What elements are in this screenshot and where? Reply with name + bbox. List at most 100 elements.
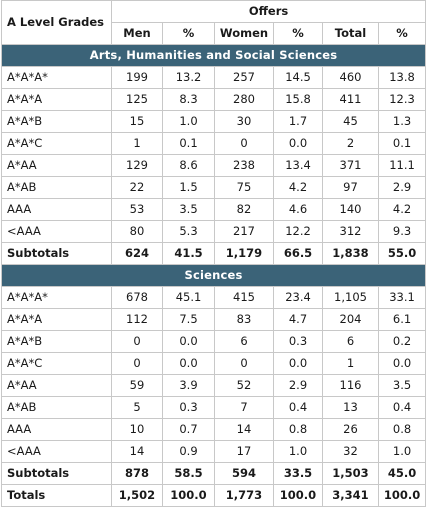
value-cell: 624 [111,242,163,265]
value-cell: 1 [111,132,163,155]
value-cell: 13.8 [377,66,426,89]
value-cell: 217 [214,220,274,243]
value-cell: 0.9 [162,440,215,463]
value-cell: 0.2 [377,330,426,353]
value-cell: 204 [322,308,379,331]
value-cell: 55.0 [377,242,426,265]
value-cell: 6.1 [377,308,426,331]
value-cell: 45.0 [377,462,426,485]
value-cell: 14 [214,418,274,441]
row-label-cell: A*A*B [1,330,112,353]
value-cell: 13.4 [273,154,323,177]
value-cell: 23.4 [273,286,323,309]
value-cell: 80 [111,220,163,243]
value-cell: 41.5 [162,242,215,265]
table-row: A*AA 59 3.9 52 2.9 116 3.5 [1,374,426,397]
row-label-cell: Subtotals [1,462,112,485]
value-cell: 2.9 [273,374,323,397]
col-header-women: Women [214,22,274,45]
table-row: A*A*C 1 0.1 0 0.0 2 0.1 [1,132,426,155]
value-cell: 3.9 [162,374,215,397]
row-label-cell: <AAA [1,220,112,243]
table-row: <AAA 14 0.9 17 1.0 32 1.0 [1,440,426,463]
value-cell: 14.5 [273,66,323,89]
value-cell: 0.3 [273,330,323,353]
value-cell: 280 [214,88,274,111]
value-cell: 0.4 [377,396,426,419]
value-cell: 7.5 [162,308,215,331]
value-cell: 0.0 [377,352,426,375]
value-cell: 0.8 [273,418,323,441]
value-cell: 125 [111,88,163,111]
table-row: <AAA 80 5.3 217 12.2 312 9.3 [1,220,426,243]
row-label-cell: <AAA [1,440,112,463]
table-row: A*A*A* 678 45.1 415 23.4 1,105 33.1 [1,286,426,309]
value-cell: 1.0 [162,110,215,133]
value-cell: 26 [322,418,379,441]
value-cell: 257 [214,66,274,89]
value-cell: 2 [322,132,379,155]
value-cell: 3.5 [377,374,426,397]
value-cell: 1,105 [322,286,379,309]
value-cell: 878 [111,462,163,485]
row-label-cell: A*A*B [1,110,112,133]
value-cell: 3.5 [162,198,215,221]
section-title: Sciences [0,264,426,287]
value-cell: 0.7 [162,418,215,441]
value-cell: 129 [111,154,163,177]
table-row: AAA 10 0.7 14 0.8 26 0.8 [1,418,426,441]
row-label-cell: AAA [1,418,112,441]
row-label-cell: A*A*A* [1,286,112,309]
value-cell: 32 [322,440,379,463]
value-cell: 4.6 [273,198,323,221]
value-cell: 1.0 [273,440,323,463]
value-cell: 140 [322,198,379,221]
value-cell: 13.2 [162,66,215,89]
value-cell: 15.8 [273,88,323,111]
value-cell: 116 [322,374,379,397]
value-cell: 13 [322,396,379,419]
row-label-cell: A*A*A* [1,66,112,89]
row-label-cell: A*AA [1,154,112,177]
value-cell: 82 [214,198,274,221]
row-label-cell: A*AA [1,374,112,397]
row-label-cell: Subtotals [1,242,112,265]
value-cell: 199 [111,66,163,89]
value-cell: 58.5 [162,462,215,485]
subtotal-row: Subtotals 624 41.5 1,179 66.5 1,838 55.0 [1,242,426,265]
table-row: AAA 53 3.5 82 4.6 140 4.2 [1,198,426,221]
row-label-header: A Level Grades [1,0,112,45]
offers-group-header: Offers [110,0,426,23]
value-cell: 5.3 [162,220,215,243]
row-label-cell: A*AB [1,176,112,199]
value-cell: 4.2 [273,176,323,199]
row-label-cell: A*A*A [1,308,112,331]
table-row: A*AA 129 8.6 238 13.4 371 11.1 [1,154,426,177]
value-cell: 10 [111,418,163,441]
value-cell: 594 [214,462,274,485]
table-row: A*A*B 0 0.0 6 0.3 6 0.2 [1,330,426,353]
value-cell: 0 [214,132,274,155]
row-label-cell: A*A*C [1,352,112,375]
value-cell: 1.0 [377,440,426,463]
value-cell: 75 [214,176,274,199]
table-body: Arts, Humanities and Social Sciences A*A*… [0,44,426,507]
table-row: A*A*B 15 1.0 30 1.7 45 1.3 [1,110,426,133]
value-cell: 0.8 [377,418,426,441]
value-cell: 6 [214,330,274,353]
value-cell: 59 [111,374,163,397]
value-cell: 1.3 [377,110,426,133]
value-cell: 0.0 [273,352,323,375]
value-cell: 112 [111,308,163,331]
section-title: Arts, Humanities and Social Sciences [0,44,426,67]
value-cell: 0.0 [162,352,215,375]
value-cell: 33.1 [377,286,426,309]
value-cell: 0 [214,352,274,375]
col-header-total: Total [322,22,379,45]
section-header-row: Sciences [0,264,426,287]
value-cell: 678 [111,286,163,309]
value-cell: 238 [214,154,274,177]
value-cell: 22 [111,176,163,199]
value-cell: 12.3 [377,88,426,111]
value-cell: 6 [322,330,379,353]
